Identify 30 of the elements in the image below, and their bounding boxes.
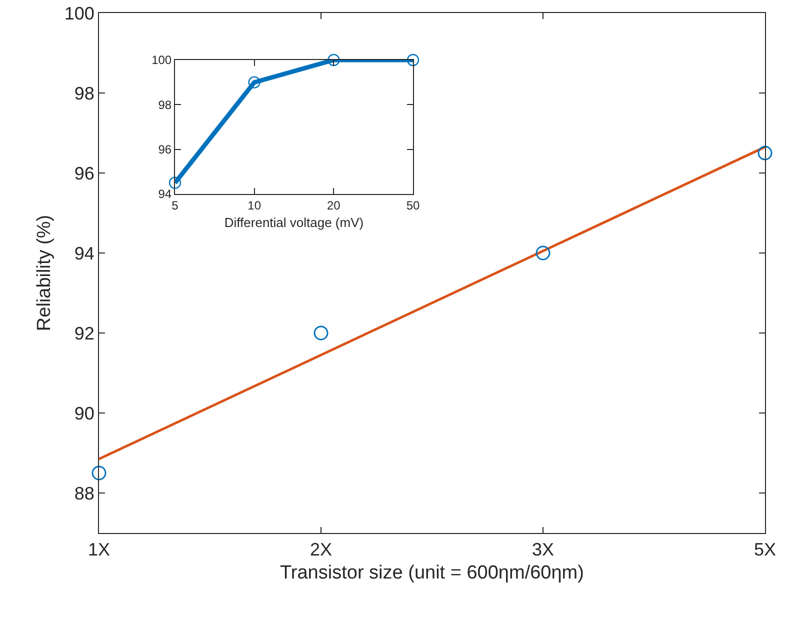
- y-axis-title: Reliability (%): [34, 214, 56, 332]
- y-tick-label: 100: [152, 53, 172, 68]
- point: [168, 176, 182, 189]
- y-tick-label: 88: [74, 483, 94, 504]
- point: [536, 246, 550, 260]
- x-tick-label: 10: [248, 198, 262, 212]
- y-tick-label: 98: [74, 83, 94, 104]
- x-tick-label: 50: [406, 198, 420, 212]
- point: [406, 54, 420, 66]
- x-tick-label: 5: [172, 198, 179, 212]
- y-tick-label: 94: [158, 187, 172, 202]
- x-axis-title: Differential voltage (mV): [224, 215, 364, 230]
- x-tick-label: 3X: [532, 540, 554, 560]
- y-tick-label: 92: [74, 323, 94, 344]
- y-tick-label: 100: [64, 3, 94, 24]
- point: [758, 146, 772, 160]
- y-tick-label: 94: [74, 243, 94, 264]
- x-axis-title: Transistor size (unit = 600ηm/60ηm): [280, 562, 584, 584]
- y-tick-label: 96: [74, 163, 94, 184]
- x-tick-label: 5X: [754, 540, 776, 560]
- y-tick-label: 90: [74, 403, 94, 424]
- y-tick-label: 98: [158, 98, 172, 112]
- x-tick-label: 1X: [88, 540, 110, 560]
- x-tick-label: 20: [326, 198, 341, 212]
- y-tick-label: 96: [158, 142, 172, 157]
- point: [314, 326, 328, 340]
- point: [92, 466, 106, 480]
- x-tick-label: 2X: [310, 540, 332, 560]
- point: [248, 76, 260, 88]
- point: [328, 54, 340, 66]
